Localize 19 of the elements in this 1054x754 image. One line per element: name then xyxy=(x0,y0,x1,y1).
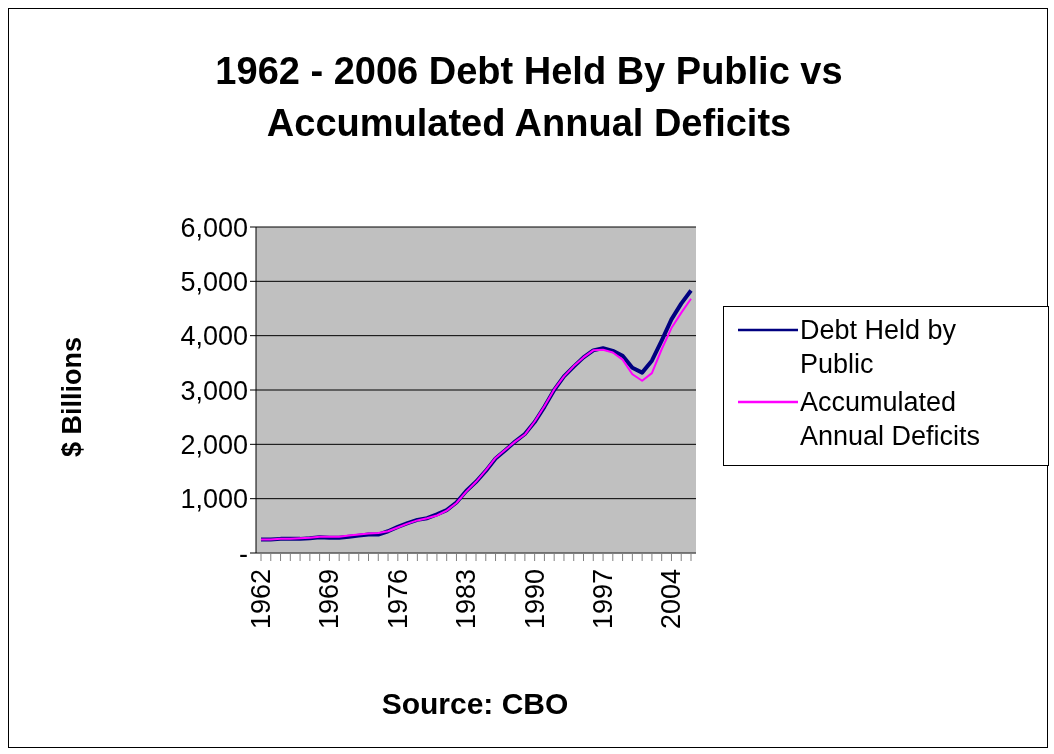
y-tick-label: 4,000 xyxy=(180,321,248,352)
y-tick-label: 5,000 xyxy=(180,266,248,297)
y-axis-title: $ Billions xyxy=(56,336,88,458)
x-axis-title: Source: CBO xyxy=(380,687,570,721)
x-tick-label: 1983 xyxy=(451,569,482,630)
chart-title: 1962 - 2006 Debt Held By Public vs Accumulated Annual Deficits xyxy=(214,49,844,146)
x-tick-label: 1990 xyxy=(519,569,550,630)
x-tick-label: 1976 xyxy=(382,569,413,630)
x-tick-label: 2004 xyxy=(656,569,687,630)
y-tick-label: 2,000 xyxy=(180,429,248,460)
x-tick-label: 1997 xyxy=(588,569,619,630)
legend-label: Accumulated Annual Deficits xyxy=(800,386,982,453)
x-tick-label: 1969 xyxy=(314,569,345,630)
y-tick-label: 1,000 xyxy=(180,484,248,515)
legend-label: Debt Held by Public xyxy=(800,314,958,381)
y-tick-label: - xyxy=(239,538,248,569)
y-tick-label: 3,000 xyxy=(180,375,248,406)
x-tick-label: 1962 xyxy=(246,569,276,630)
y-tick-label: 6,000 xyxy=(180,212,248,243)
